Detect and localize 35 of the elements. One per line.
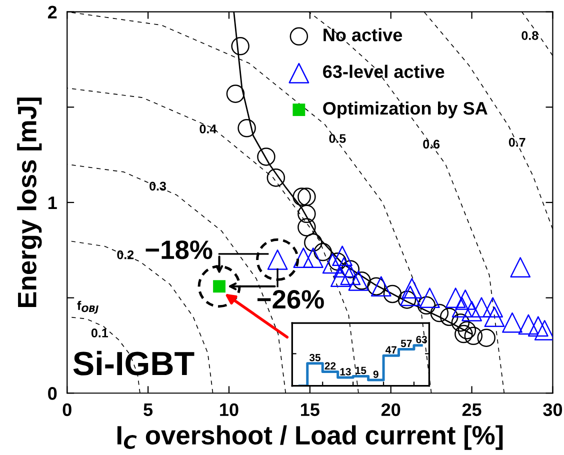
legend-label: No active xyxy=(324,28,402,42)
x-axis-title: I$_{C}$ overshoot / Load current [%] xyxy=(117,425,503,450)
data-label: 15 xyxy=(356,366,366,374)
x-tick-label: 0 xyxy=(62,403,72,416)
legend-label: Optimization by SA xyxy=(323,101,488,118)
legend-label: 63-level active xyxy=(323,64,444,78)
annotation: 0.3 xyxy=(150,182,166,191)
annotation: 0.5 xyxy=(329,134,346,143)
x-tick-label: 5 xyxy=(144,404,153,416)
annotation: 0.8 xyxy=(522,31,538,40)
x-tick-label: 25 xyxy=(462,403,482,416)
annotation: −18% xyxy=(146,240,212,260)
annotation: f$_{OBJ}$ xyxy=(77,300,98,314)
annotation: −26% xyxy=(257,290,324,309)
data-label: 13 xyxy=(340,368,351,376)
x-tick-label: 10 xyxy=(220,403,238,416)
x-tick-label: 15 xyxy=(301,404,320,416)
annotation: 0.1 xyxy=(91,328,108,338)
y-tick-label: 0 xyxy=(48,387,57,400)
data-label: 35 xyxy=(309,354,320,362)
x-tick-label: 30 xyxy=(543,403,562,416)
data-label: 47 xyxy=(386,346,396,354)
annotation: 0.4 xyxy=(200,124,217,134)
x-tick-label: 20 xyxy=(381,403,400,416)
data-label: 63 xyxy=(416,336,428,344)
annotation: 0.7 xyxy=(508,138,526,147)
annotation: 0.6 xyxy=(423,140,440,149)
annotation: Si-IGBT xyxy=(73,350,194,376)
data-label: 9 xyxy=(373,370,378,378)
data-label: 22 xyxy=(324,362,336,370)
y-tick-label: 1 xyxy=(48,196,57,210)
data-label: 57 xyxy=(400,340,412,348)
y-tick-label: 2 xyxy=(48,6,57,18)
y-axis-title: Energy loss [mJ] xyxy=(17,98,42,308)
annotation: 0.2 xyxy=(117,250,134,260)
